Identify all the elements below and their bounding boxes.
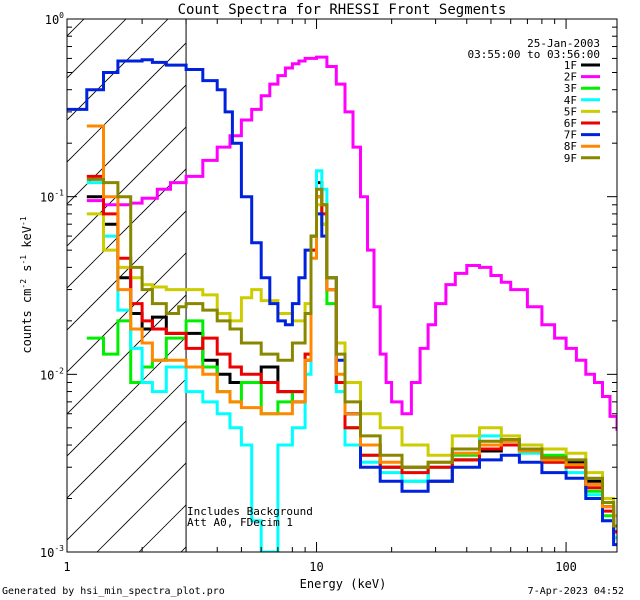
legend-label-5f: 5F (564, 105, 577, 118)
x-axis-label: Energy (keV) (300, 577, 387, 591)
attenuator-hatched-region (0, 0, 640, 552)
legend-label-6f: 6F (564, 117, 577, 130)
hatch-line (67, 420, 187, 541)
legend-label-7f: 7F (564, 129, 577, 142)
hatch-line (517, 0, 640, 552)
footer-generated-by: Generated by hsi_min_spectra_plot.pro (2, 586, 225, 597)
legend-label-3f: 3F (564, 82, 577, 95)
hatch-line (0, 0, 109, 552)
hatch-line (223, 0, 640, 552)
plot-frame (66, 18, 618, 553)
hatch-line (67, 378, 187, 499)
annotation-background: Includes Background (187, 505, 313, 518)
series-layer (67, 55, 617, 552)
hatch-line (67, 19, 169, 121)
footer-timestamp: 7-Apr-2023 04:52 (528, 586, 624, 597)
hatch-line (307, 0, 640, 552)
hatch-line (67, 210, 187, 331)
series-line-7f (67, 58, 617, 547)
y-axis-label: counts cm-2 s-1 keV-1 (19, 216, 34, 353)
hatch-line (67, 336, 187, 457)
chart-title: Count Spectra for RHESSI Front Segments (178, 2, 507, 18)
x-tick-label: 1 (63, 560, 70, 574)
legend-label-4f: 4F (564, 94, 577, 107)
legend-label-9f: 9F (564, 152, 577, 165)
date-label: 25-Jan-2003 (527, 37, 600, 50)
legend-label-1f: 1F (564, 59, 577, 72)
y-tick-label: 10-2 (40, 366, 64, 382)
series-line-9f (86, 177, 617, 528)
hatch-line (67, 42, 187, 163)
hatch-line (601, 0, 640, 552)
hatch-line (96, 462, 187, 552)
hatch-line (67, 252, 187, 373)
hatch-line (67, 126, 187, 247)
y-tick-label: 100 (45, 11, 64, 27)
y-tick-label: 10-1 (40, 189, 64, 205)
legend-label-2f: 2F (564, 71, 577, 84)
legend-label-8f: 8F (564, 140, 577, 153)
annotation-attenuator: Att A0, FDecim 1 (187, 516, 293, 529)
hatch-line (67, 19, 127, 79)
time-range-label: 03:55:00 to 03:56:00 (468, 48, 600, 61)
axis-ticks: 1 10 100 100 10-1 10-2 10-3 (40, 11, 617, 574)
x-tick-label: 10 (309, 560, 323, 574)
y-tick-label: 10-3 (40, 544, 64, 560)
hatch-line (433, 0, 640, 552)
x-tick-label: 100 (555, 560, 577, 574)
hatch-line (67, 168, 187, 289)
series-line-2f (86, 55, 617, 431)
